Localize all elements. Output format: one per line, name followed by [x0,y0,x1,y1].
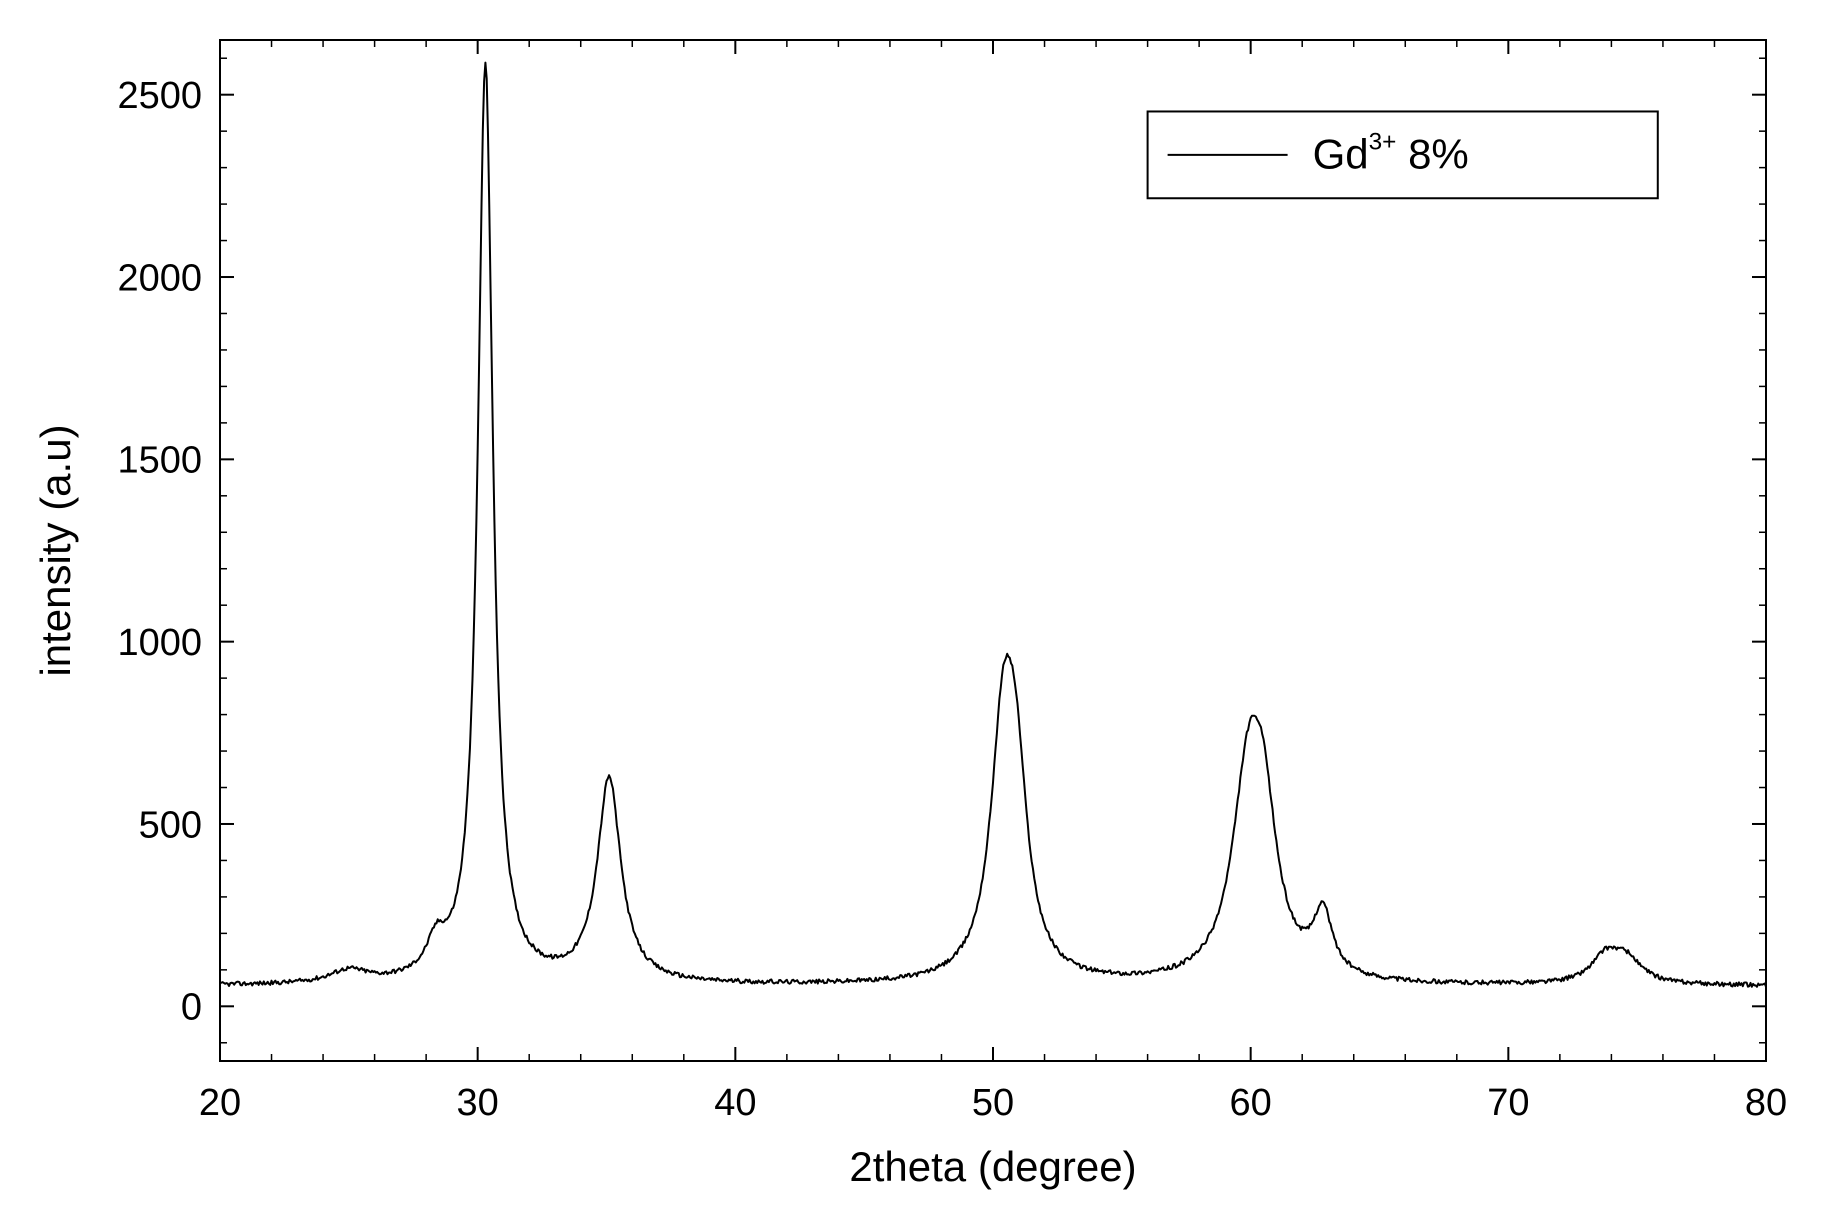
svg-text:20: 20 [199,1082,241,1124]
svg-text:40: 40 [714,1082,756,1124]
svg-text:70: 70 [1487,1082,1529,1124]
svg-text:2theta (degree): 2theta (degree) [849,1143,1136,1190]
svg-text:1000: 1000 [117,622,202,664]
svg-text:80: 80 [1745,1082,1787,1124]
svg-text:0: 0 [181,987,202,1029]
svg-text:2500: 2500 [117,75,202,117]
svg-text:intensity (a.u): intensity (a.u) [32,424,79,676]
svg-text:1500: 1500 [117,440,202,482]
xrd-chart: 20 30 40 50 60 70 80 0 500 1000 1500 2000 2500 2theta… [0,0,1826,1221]
svg-text:500: 500 [139,804,202,846]
svg-text:2000: 2000 [117,257,202,299]
chart-svg: 20 30 40 50 60 70 80 0 500 1000 1500 2000 2500 2theta… [0,0,1826,1221]
svg-text:60: 60 [1230,1082,1272,1124]
svg-text:50: 50 [972,1082,1014,1124]
svg-text:30: 30 [457,1082,499,1124]
